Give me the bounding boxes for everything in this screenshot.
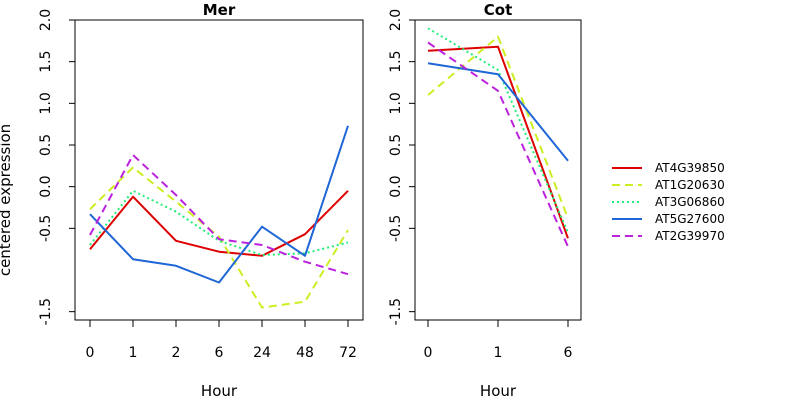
series-line-at2g39970: [427, 41, 569, 248]
y-tick-label: 1.5: [388, 51, 404, 73]
x-tick-label: 24: [253, 345, 271, 361]
x-axis-label: Hour: [480, 382, 517, 400]
legend: AT4G39850 AT1G20630 AT3G06860 AT5G27600 AT2G…: [612, 161, 725, 243]
x-tick-label: 1: [129, 345, 138, 361]
x-tick-label: 48: [296, 345, 314, 361]
x-tick-label: 6: [215, 345, 224, 361]
y-tick-label: 2.0: [388, 9, 404, 31]
series-line-at1g20630: [89, 166, 349, 309]
series-line-at1g20630: [427, 35, 569, 219]
series-line-at3g06860: [427, 27, 569, 233]
y-tick-label: 0.0: [388, 176, 404, 198]
panel-title: Mer: [203, 1, 236, 19]
x-tick-label: 1: [494, 345, 503, 361]
y-tick-label: 0.0: [38, 176, 54, 198]
series-line-at4g39850: [427, 45, 569, 239]
y-tick-label: 1.0: [38, 92, 54, 114]
legend-label-at2g39970: AT2G39970: [655, 229, 725, 243]
x-tick-label: 0: [86, 345, 95, 361]
y-tick-label: 0.5: [38, 134, 54, 156]
y-tick-label: -1.5: [388, 298, 404, 325]
legend-label-at3g06860: AT3G06860: [655, 195, 725, 209]
plot-frame: [74, 19, 364, 321]
x-tick-label: 72: [339, 345, 357, 361]
x-axis-label: Hour: [201, 382, 238, 400]
legend-label-at1g20630: AT1G20630: [655, 178, 725, 192]
series-line-at5g27600: [427, 62, 569, 162]
x-tick-label: 2: [172, 345, 181, 361]
series-line-at5g27600: [89, 125, 349, 284]
y-tick-label: 0.5: [388, 134, 404, 156]
y-tick-label: 2.0: [38, 9, 54, 31]
series-line-at2g39970: [89, 154, 349, 276]
panel-cot: Cot -1.5 -0.5 0.0 0.5 1.0 1.5 2.0 0 1 6 Hour: [388, 1, 582, 400]
panel-title: Cot: [484, 1, 512, 19]
y-tick-label: -0.5: [388, 215, 404, 242]
legend-label-at4g39850: AT4G39850: [655, 161, 725, 175]
legend-label-at5g27600: AT5G27600: [655, 212, 725, 226]
y-tick-label: -0.5: [38, 215, 54, 242]
panel-mer: Mer -1.5 -0.5 0.0 0.5 1.0 1.5 2.0 0 1 2 6 24 48 72 Hour: [38, 1, 364, 400]
y-axis-label: centered expression: [0, 124, 14, 276]
x-tick-label: 6: [564, 345, 573, 361]
series-line-at4g39850: [89, 190, 349, 257]
y-tick-label: -1.5: [38, 298, 54, 325]
y-tick-label: 1.5: [38, 51, 54, 73]
x-tick-label: 0: [424, 345, 433, 361]
y-tick-label: 1.0: [388, 92, 404, 114]
